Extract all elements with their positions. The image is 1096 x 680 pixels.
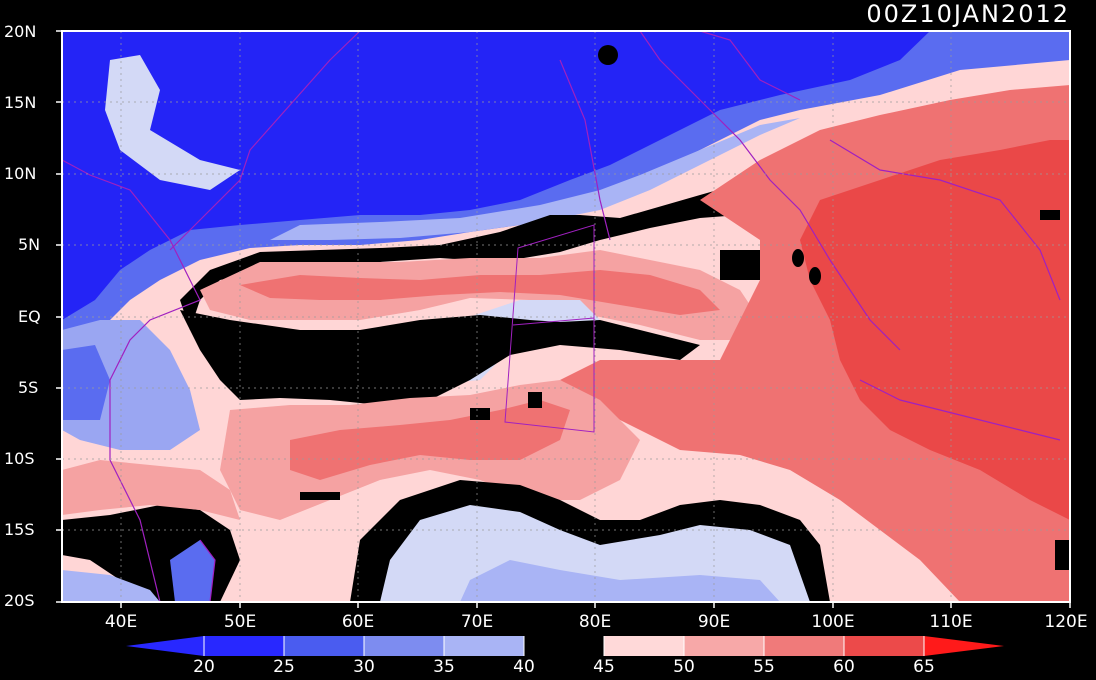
field-red-west [62,460,240,520]
field-spot [470,408,490,420]
field-black-band-north [180,175,800,330]
colorbar-swatch [284,636,364,656]
colorbar-swatch [844,636,924,656]
lon-label: 70E [460,612,494,632]
lat-label: 15S [4,520,35,539]
lat-label: 10N [4,164,37,183]
lon-label: 50E [223,612,257,632]
colorbar-label: 55 [753,657,775,677]
grid-lines [62,31,1070,602]
colorbar-swatch [524,636,604,656]
lat-label: 5S [18,378,39,397]
field-contours [62,31,1070,602]
colorbar-label: 50 [673,657,695,677]
field-spot [792,249,804,267]
field-spot [598,45,618,65]
field-blue-south-mid [460,560,780,602]
lon-label: 120E [1044,612,1088,632]
field-blue-africa-dark [62,345,110,420]
lon-label: 100E [811,612,855,632]
coastlines [62,31,1061,602]
field-black-band-south [180,310,700,405]
lon-label: 90E [697,612,731,632]
colorbar-swatch [684,636,764,656]
field-spot [720,250,760,280]
lon-label: 110E [929,612,973,632]
field-red-central-mid [240,270,720,315]
colorbar-label: 25 [273,657,295,677]
colorbar-arrow-right [924,636,1004,656]
lat-label: 20N [4,22,37,41]
field-spot [1040,210,1060,220]
colorbar-arrow-left [126,636,204,656]
lat-label: 20S [4,591,35,610]
field-blue-light-arabia [105,55,240,190]
lon-label: 60E [341,612,375,632]
colorbar-swatch [604,636,684,656]
colorbar-label: 30 [353,657,375,677]
region-box [504,224,595,433]
colorbar [126,636,1004,656]
lat-label: 5N [18,235,41,254]
colorbar-label: 20 [193,657,215,677]
field-spot [809,267,821,285]
field-spot [1055,540,1070,570]
ticks [56,30,1071,608]
field-spot [528,392,542,408]
colorbar-label: 60 [833,657,855,677]
field-blue-north-dark [62,31,930,320]
colorbar-label: 40 [513,657,535,677]
field-blue-madagascar [170,540,215,602]
colorbar-swatch [444,636,524,656]
lon-label: 40E [104,612,138,632]
colorbar-swatch [764,636,844,656]
colorbar-swatch [204,636,284,656]
lat-label: EQ [18,307,41,326]
timestamp-label: 00Z10JAN2012 [866,0,1070,28]
field-spot [300,492,340,500]
colorbar-label: 65 [913,657,935,677]
lat-label: 15N [4,93,37,112]
field-red-south-mid [290,400,570,480]
field-blue-far-south-west [62,570,160,602]
colorbar-label: 45 [593,657,615,677]
colorbar-label: 35 [433,657,455,677]
field-red-east-dark [800,140,1070,520]
lat-label: 10S [4,449,35,468]
lon-label: 80E [578,612,612,632]
colorbar-swatch [364,636,444,656]
field-blue-pale-band [270,118,800,240]
